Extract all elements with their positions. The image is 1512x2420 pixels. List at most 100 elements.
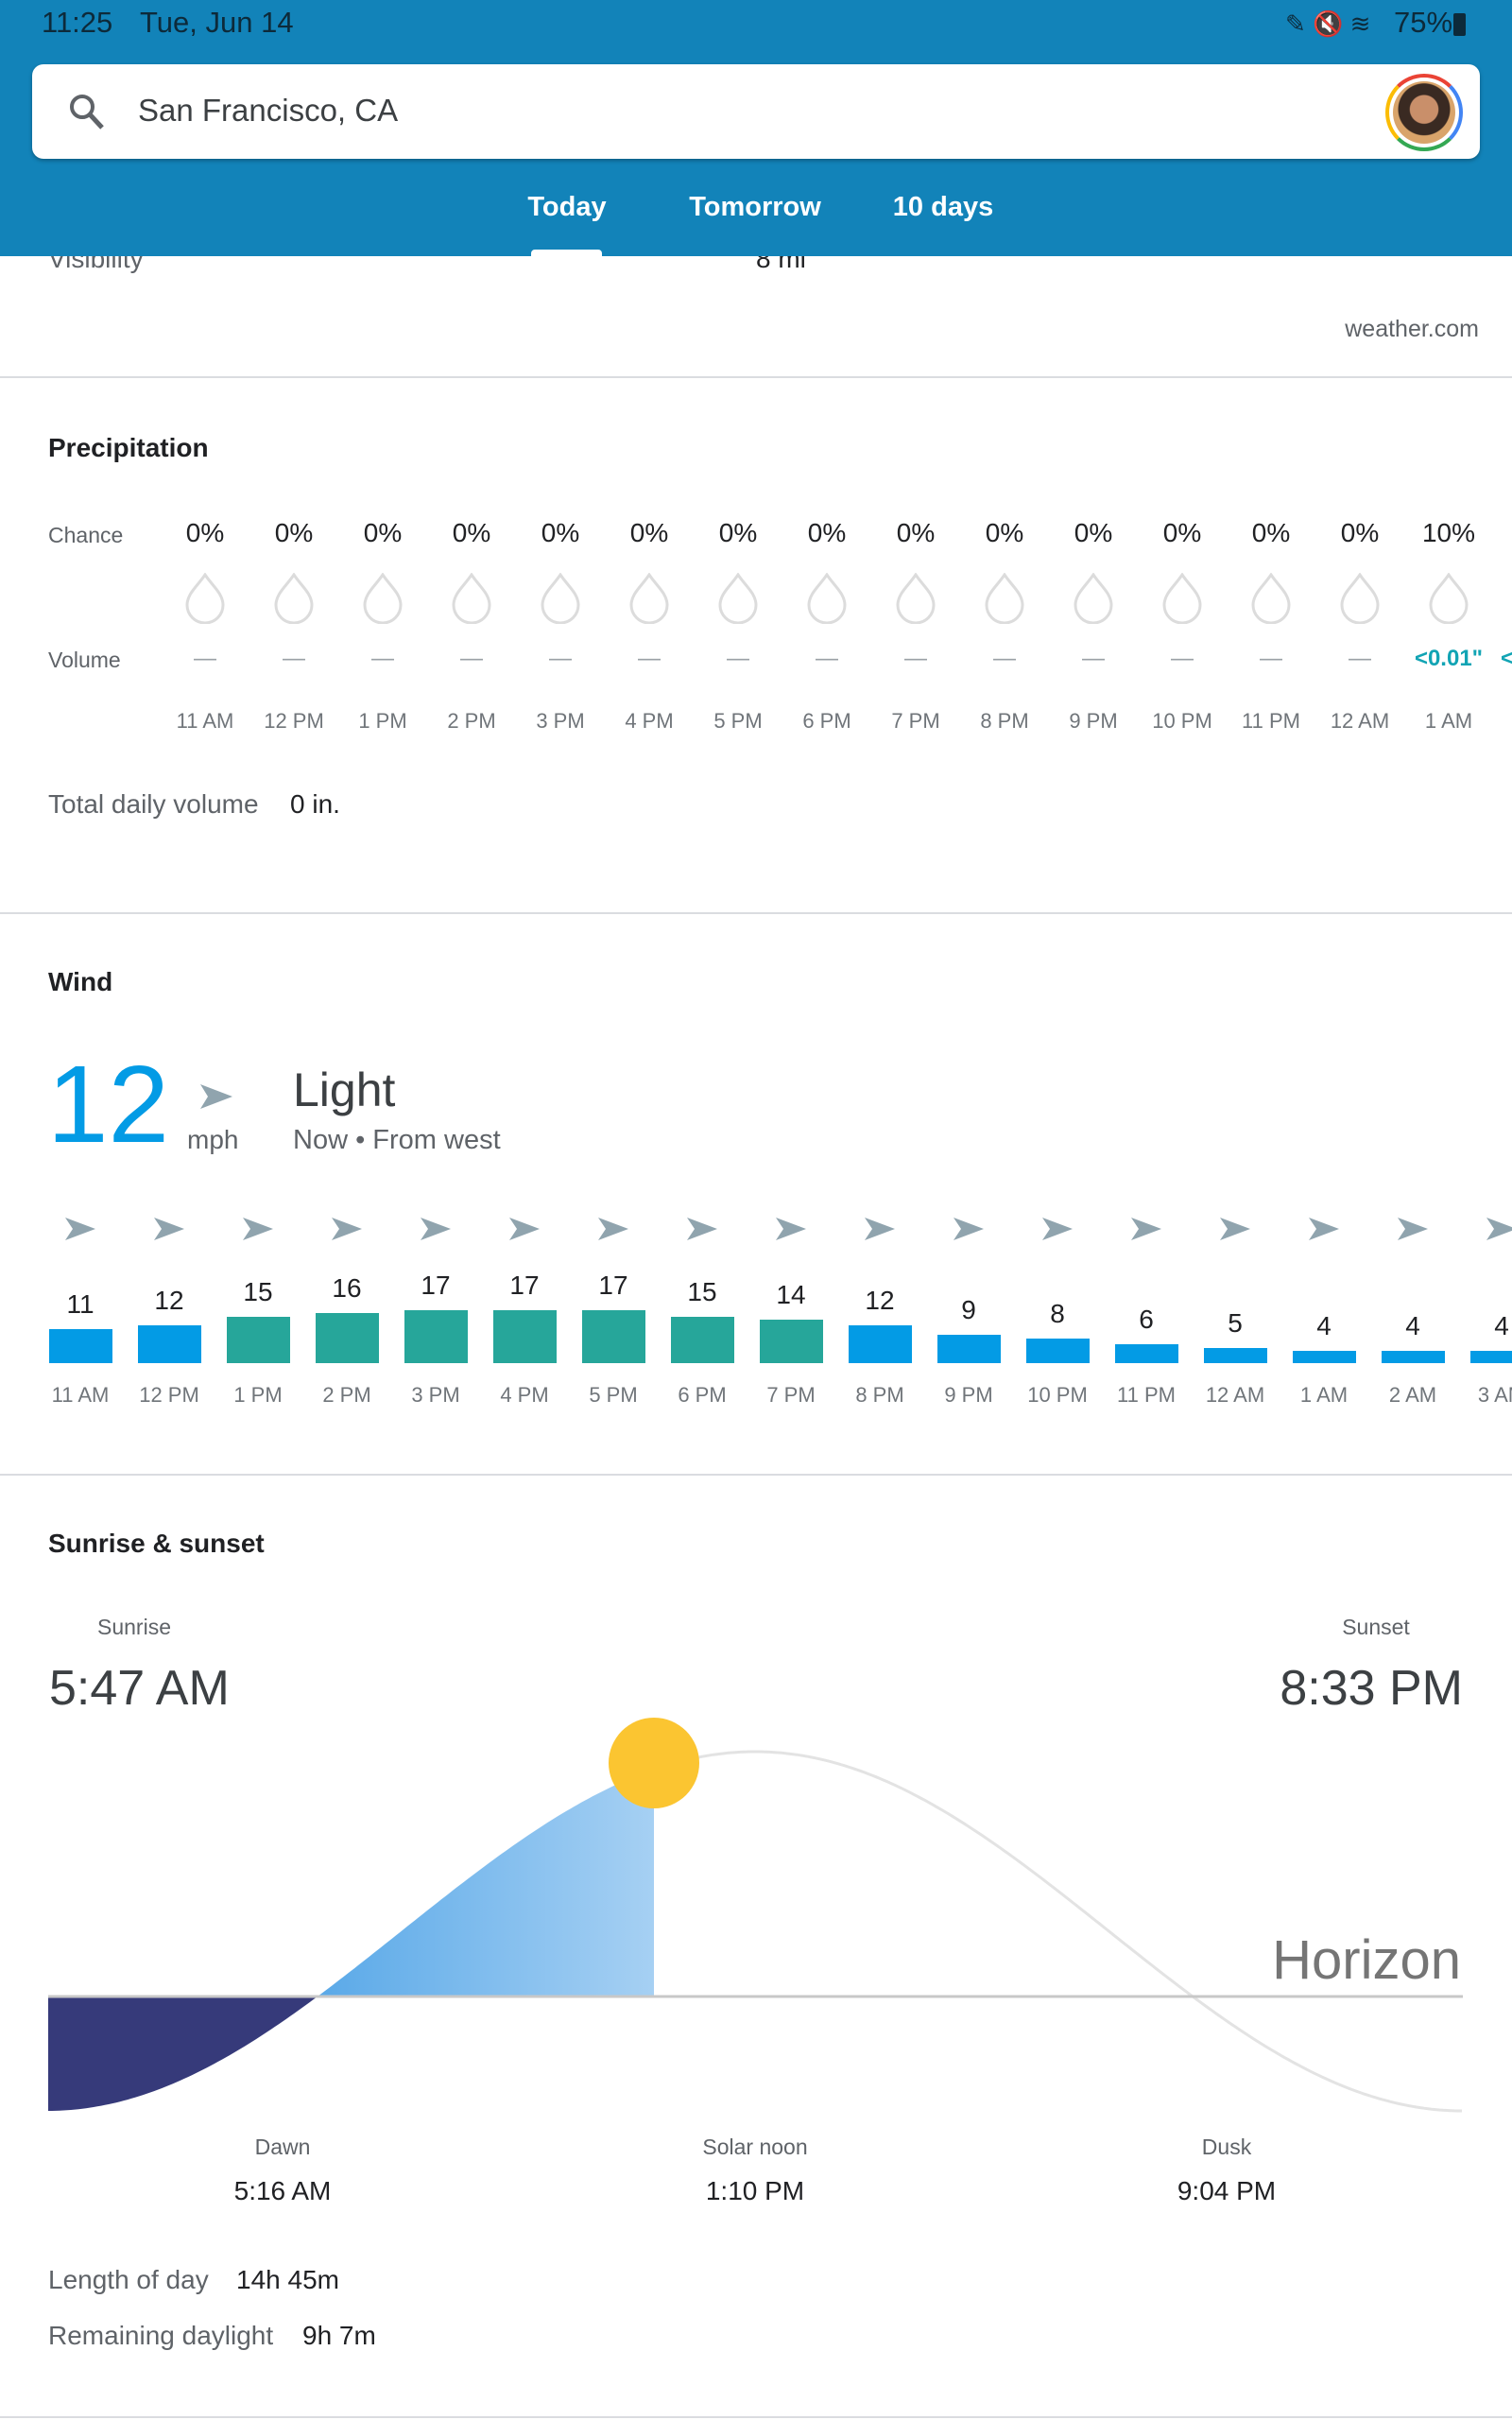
raindrop-icon	[541, 573, 580, 624]
pen-icon: ✎	[1285, 9, 1306, 38]
wind-arrow-icon	[1042, 1218, 1073, 1240]
avatar[interactable]	[1385, 74, 1463, 151]
tab-10-days[interactable]: 10 days	[892, 192, 994, 222]
volume-value-partial: <	[1501, 646, 1512, 671]
raindrop-icon	[1340, 573, 1380, 624]
wind-speed-value: 15	[687, 1276, 717, 1306]
tab-indicator	[531, 250, 602, 257]
chance-value: 0%	[1162, 518, 1202, 547]
hour-label: 7 PM	[891, 709, 940, 733]
wind-bar	[493, 1309, 557, 1363]
wind-speed-value: 17	[509, 1270, 540, 1300]
chance-value: 0%	[274, 518, 314, 547]
sunset-time: 8:33 PM	[1280, 1661, 1463, 1716]
dusk-time: 9:04 PM	[1177, 2176, 1277, 2205]
wind-bar	[138, 1325, 201, 1363]
solar-noon-time: 1:10 PM	[705, 2176, 805, 2205]
volume-value: —	[904, 646, 927, 671]
hour-label: 4 PM	[625, 709, 674, 733]
volume-value: —	[638, 646, 661, 671]
hour-label: 2 PM	[447, 709, 496, 733]
raindrop-icon	[985, 573, 1024, 624]
hour-label: 5 PM	[589, 1383, 638, 1407]
volume-value: —	[283, 646, 305, 671]
wind-arrow-icon	[65, 1218, 95, 1240]
wind-speed-value: 6	[1139, 1305, 1154, 1335]
wind-direction-icon	[200, 1084, 232, 1109]
wind-arrow-icon	[776, 1218, 806, 1240]
mute-icon: 🔇	[1313, 9, 1344, 38]
wind-arrow-icon	[865, 1218, 895, 1240]
length-of-day-value: 14h 45m	[236, 2265, 339, 2294]
volume-value: —	[1260, 646, 1282, 671]
hour-label: 1 AM	[1424, 709, 1473, 733]
wind-arrow-icon	[598, 1218, 628, 1240]
length-of-day-label: Length of day	[48, 2265, 209, 2294]
wind-speed-value: 9	[961, 1295, 976, 1325]
hour-label: 10 PM	[1152, 709, 1212, 733]
tab-tomorrow[interactable]: Tomorrow	[689, 192, 821, 222]
raindrop-icon	[1074, 573, 1113, 624]
raindrop-icon	[1429, 573, 1469, 624]
sunrise-time: 5:47 AM	[49, 1661, 230, 1716]
wind-speed-value: 16	[332, 1273, 362, 1304]
wind-speed-value: 14	[776, 1279, 806, 1309]
wind-detail: Now • From west	[293, 1125, 501, 1155]
wind-bar	[1470, 1350, 1512, 1363]
chance-value: 0%	[718, 518, 758, 547]
hour-label: 2 PM	[322, 1383, 371, 1407]
hour-label: 9 PM	[1069, 709, 1118, 733]
hour-label: 3 AM	[1477, 1383, 1512, 1407]
chance-value: 0%	[629, 518, 669, 547]
sun-curve	[656, 1750, 1462, 2113]
volume-value: —	[194, 646, 216, 671]
raindrop-icon	[1162, 573, 1202, 624]
app-header: 11:25 Tue, Jun 14 ✎ 🔇 ≋ 75% San Francisc…	[0, 0, 1512, 257]
hour-label: 12 PM	[139, 1383, 199, 1407]
hour-label: 4 PM	[500, 1383, 549, 1407]
chance-value: 0%	[1251, 518, 1291, 547]
chance-value: 0%	[985, 518, 1024, 547]
search-icon[interactable]	[68, 93, 106, 132]
divider	[0, 376, 1512, 378]
search-input[interactable]: San Francisco, CA	[138, 93, 399, 128]
wind-arrow-icon	[1398, 1218, 1428, 1240]
night-area	[48, 1996, 318, 2111]
volume-value: —	[460, 646, 483, 671]
total-volume-value: 0 in.	[290, 789, 340, 819]
status-time: 11:25	[42, 6, 113, 39]
hour-label: 3 PM	[536, 709, 585, 733]
wind-speed-value: 17	[598, 1270, 628, 1300]
chance-value: 0%	[452, 518, 491, 547]
wind-title: Wind	[48, 967, 113, 996]
total-volume-label: Total daily volume	[48, 789, 259, 819]
chance-label: Chance	[48, 523, 124, 547]
sunrise-label: Sunrise	[97, 1615, 171, 1639]
hour-label: 12 AM	[1330, 709, 1390, 733]
wind-speed-value: 4	[1494, 1310, 1509, 1340]
search-bar[interactable]: San Francisco, CA	[32, 64, 1480, 159]
wind-description: Light	[293, 1063, 396, 1116]
hour-label: 1 AM	[1299, 1383, 1349, 1407]
horizon-label: Horizon	[1272, 1929, 1461, 1991]
wind-unit: mph	[187, 1125, 239, 1154]
raindrop-icon	[807, 573, 847, 624]
hour-label: 1 PM	[358, 709, 407, 733]
tab-today[interactable]: Today	[527, 192, 607, 222]
sun-icon	[609, 1718, 699, 1808]
wind-arrow-icon	[332, 1218, 362, 1240]
status-icons: ✎ 🔇 ≋	[1285, 9, 1370, 39]
hour-label: 6 PM	[678, 1383, 727, 1407]
sun-title: Sunrise & sunset	[48, 1529, 265, 1558]
volume-value: —	[371, 646, 394, 671]
raindrop-icon	[629, 573, 669, 624]
dawn-time: 5:16 AM	[233, 2176, 332, 2205]
source-link[interactable]: weather.com	[1345, 316, 1479, 342]
chance-value: 0%	[363, 518, 403, 547]
volume-value: —	[1349, 646, 1371, 671]
raindrop-icon	[718, 573, 758, 624]
raindrop-icon	[363, 573, 403, 624]
wind-speed-value: 5	[1228, 1307, 1243, 1338]
wind-arrow-icon	[1131, 1218, 1161, 1240]
